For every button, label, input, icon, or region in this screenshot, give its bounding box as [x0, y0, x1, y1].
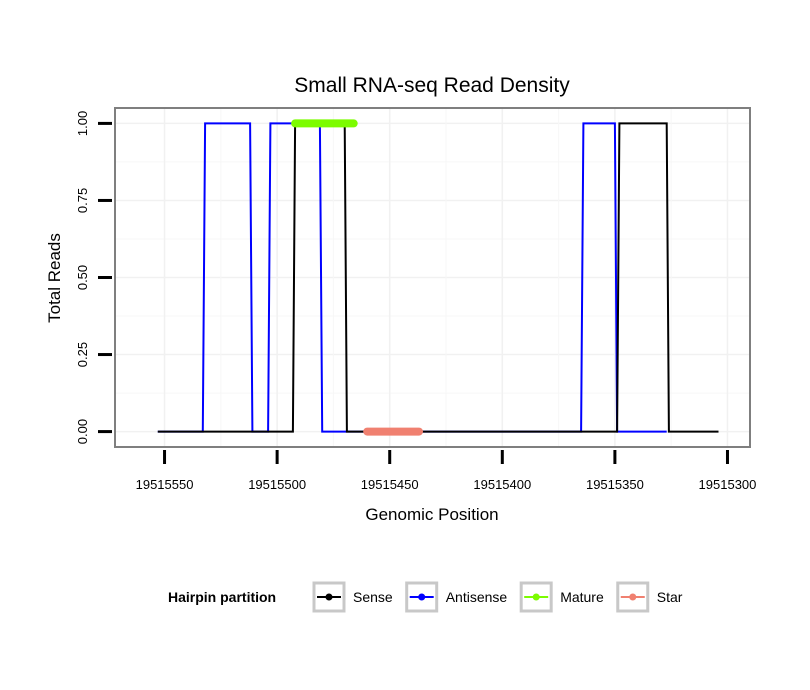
y-tick-label: 0.00 — [75, 419, 90, 444]
legend-title: Hairpin partition — [168, 589, 276, 605]
series-lines — [157, 119, 719, 436]
x-tick-label: 19515500 — [248, 477, 306, 492]
series-antisense-line — [157, 122, 667, 433]
legend-dot-star — [629, 593, 637, 601]
legend-label-mature: Mature — [560, 589, 604, 605]
y-tick-label: 1.00 — [75, 111, 90, 136]
legend-dot-sense — [325, 593, 333, 601]
plot-panel — [114, 107, 751, 448]
series-sense-line — [157, 122, 719, 433]
x-tick-label: 19515550 — [136, 477, 194, 492]
legend-label-antisense: Antisense — [446, 589, 508, 605]
y-tick-label: 0.25 — [75, 342, 90, 367]
legend-label-sense: Sense — [353, 589, 393, 605]
y-axis-label: Total Reads — [45, 233, 64, 323]
y-tick-label: 0.75 — [75, 188, 90, 213]
x-tick-label: 19515350 — [586, 477, 644, 492]
x-axis: 19515550 19515500 19515450 19515400 19515350… — [136, 450, 757, 492]
x-axis-label: Genomic Position — [365, 505, 498, 524]
y-tick-label: 0.50 — [75, 265, 90, 290]
grid — [115, 108, 750, 447]
legend-dot-antisense — [418, 593, 426, 601]
x-tick-label: 19515400 — [473, 477, 531, 492]
legend-label-star: Star — [657, 589, 683, 605]
chart-title: Small RNA-seq Read Density — [294, 74, 570, 97]
legend: Hairpin partition Sense Antisense Mature Sta… — [168, 581, 683, 613]
legend-dot-mature — [532, 593, 540, 601]
x-tick-label: 19515450 — [361, 477, 419, 492]
x-tick-label: 19515300 — [699, 477, 757, 492]
y-axis: 0.00 0.25 0.50 0.75 1.00 — [75, 111, 112, 444]
